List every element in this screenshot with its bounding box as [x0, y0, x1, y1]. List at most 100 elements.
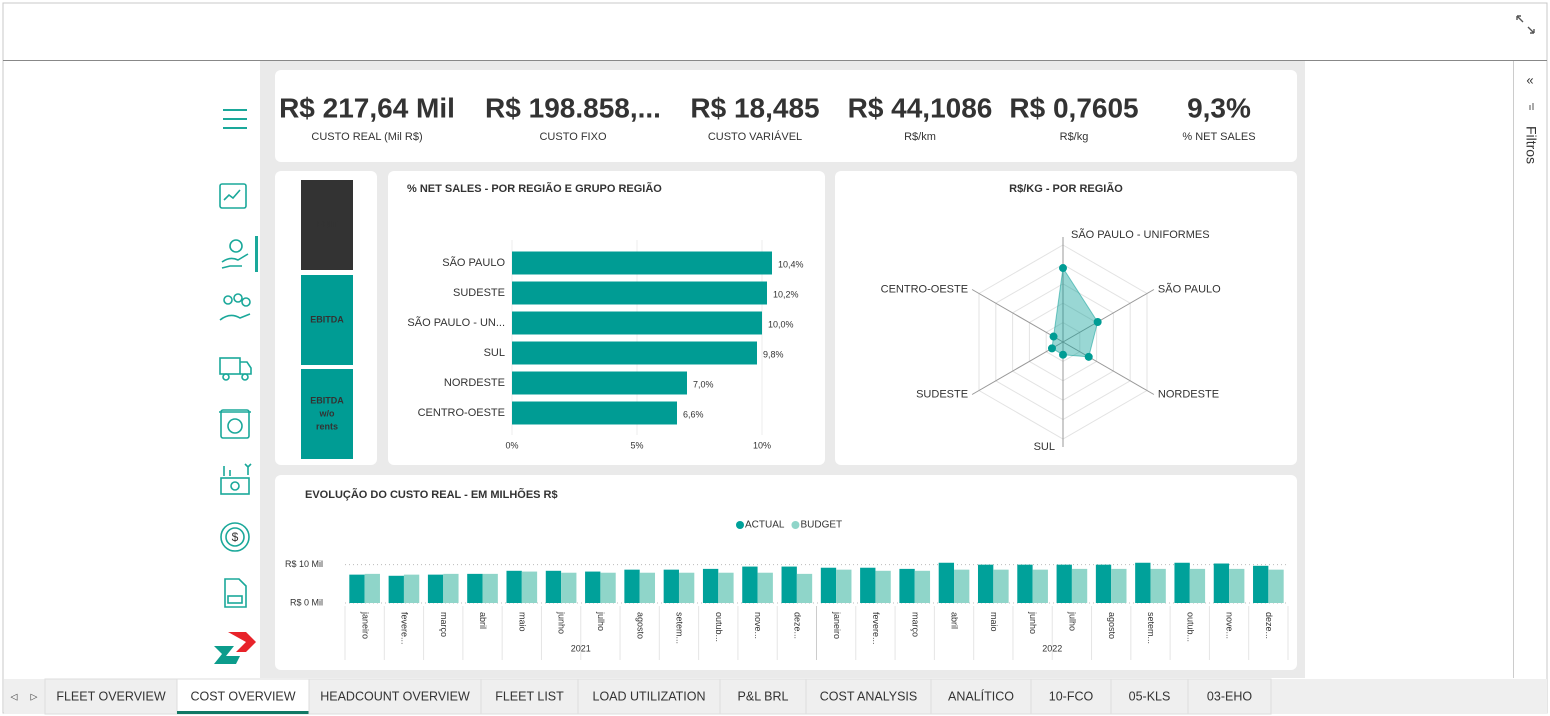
bar [820, 567, 837, 603]
button-label: w/o [319, 408, 336, 418]
tab-label[interactable]: FLEET LIST [495, 689, 564, 703]
chart-title: EVOLUÇÃO DO CUSTO REAL - EM MILHÕES R$ [305, 488, 558, 501]
x-tick-label: nove... [1225, 612, 1235, 639]
tab[interactable] [176, 678, 310, 715]
kpi-label: R$/km [904, 131, 936, 143]
bar [512, 281, 767, 305]
tab-label[interactable]: LOAD UTILIZATION [593, 689, 706, 703]
bar [1095, 564, 1112, 603]
x-tick-label: janeiro [832, 611, 842, 639]
tab-label[interactable]: FLEET OVERVIEW [56, 689, 165, 703]
filter-pane-title[interactable]: Filtros [1523, 126, 1539, 164]
tab-scroll-left[interactable]: ◁ [11, 691, 18, 701]
tab-label[interactable]: COST OVERVIEW [190, 689, 295, 703]
tab-label[interactable]: P&L BRL [738, 689, 789, 703]
page-button[interactable] [301, 180, 353, 270]
page-button[interactable] [301, 369, 353, 459]
x-tick-label: deze... [1264, 612, 1274, 639]
tab[interactable] [805, 678, 932, 715]
data-label: 9,8% [763, 349, 784, 359]
radar-label: SUL [1034, 441, 1055, 453]
active-nav-indicator [255, 236, 258, 272]
tab[interactable] [480, 678, 579, 715]
tab-scroll-right[interactable]: ▷ [31, 691, 38, 701]
tab-label[interactable]: 03-EHO [1207, 689, 1252, 703]
nav-icon[interactable]: $ [220, 522, 250, 552]
legend-marker [791, 521, 800, 529]
svg-text:$: $ [232, 530, 239, 544]
x-tick-label: maio [517, 612, 527, 632]
page-button[interactable] [301, 275, 353, 365]
x-tick-label: setem... [1146, 612, 1156, 644]
bar [860, 567, 876, 603]
chart-title: R$/KG - POR REGIÃO [1009, 182, 1123, 195]
x-tick-label: nove... [753, 612, 763, 639]
logo [214, 632, 256, 664]
radar-axis [1062, 341, 1155, 395]
y-tick-label: SUDESTE [453, 287, 505, 299]
nav-icon[interactable] [219, 293, 251, 321]
collapse-icon[interactable]: « [1526, 72, 1533, 87]
bar [467, 573, 483, 603]
tab[interactable] [1030, 678, 1112, 715]
menu-icon[interactable] [223, 109, 247, 129]
kpi-label: CUSTO VARIÁVEL [708, 130, 802, 143]
bar [1017, 564, 1033, 603]
nav-icon[interactable] [221, 239, 249, 269]
button-label: EBITDA [310, 395, 344, 405]
y-tick-label: NORDESTE [444, 377, 505, 389]
data-label: 10,4% [778, 259, 804, 269]
tab[interactable] [44, 678, 178, 715]
bar [585, 571, 601, 603]
bar [521, 571, 538, 603]
bar [349, 574, 365, 603]
bar [512, 251, 772, 275]
tab-label[interactable]: HEADCOUNT OVERVIEW [320, 689, 470, 703]
bar [427, 574, 444, 603]
data-label: 7,0% [693, 379, 714, 389]
bar [702, 568, 719, 603]
button-label: EBIT [317, 219, 338, 229]
x-tick-label: fevere... [400, 612, 410, 645]
x-tick-label: janeiro [360, 611, 370, 639]
y-tick-label: R$ 0 Mil [290, 597, 323, 607]
filter-icon [1529, 103, 1534, 110]
data-label: 10,2% [773, 289, 799, 299]
tab-label[interactable]: 10-FCO [1049, 689, 1094, 703]
nav-icon[interactable] [219, 409, 251, 439]
button-label: rents [316, 421, 338, 431]
tab-label[interactable]: COST ANALYSIS [820, 689, 918, 703]
y-tick-label: SÃO PAULO - UN... [407, 316, 505, 329]
bar [1268, 569, 1284, 603]
tab-label[interactable]: ANALÍTICO [948, 688, 1014, 703]
bar [1071, 568, 1088, 603]
tab-label[interactable]: 05-KLS [1129, 689, 1171, 703]
bar [443, 573, 459, 603]
kpi-value: R$ 18,485 [690, 92, 819, 123]
nav-icon[interactable] [224, 578, 247, 608]
tab[interactable] [719, 678, 807, 715]
radar-label: CENTRO-OESTE [881, 283, 968, 295]
tab[interactable] [577, 678, 721, 715]
kpi-label: CUSTO REAL (Mil R$) [311, 131, 422, 143]
kpi-card [275, 70, 1297, 162]
x-tick-label: março [439, 612, 449, 637]
bar [796, 573, 813, 603]
kpi-label: R$/kg [1060, 131, 1089, 143]
nav-icon[interactable] [220, 463, 252, 495]
data-label: 10,0% [768, 319, 794, 329]
radar-label: SUDESTE [916, 388, 968, 400]
expand-icon[interactable] [1516, 15, 1535, 34]
nav-icon[interactable] [219, 357, 252, 381]
bar [899, 568, 915, 603]
x-tick-label: maio [989, 612, 999, 632]
x-tick-label: setem... [675, 612, 685, 644]
tab[interactable] [308, 678, 482, 715]
bar [561, 572, 577, 603]
tab[interactable] [1110, 678, 1189, 715]
tab[interactable] [1187, 678, 1272, 715]
bar [512, 401, 677, 425]
chart-title: % NET SALES - POR REGIÃO E GRUPO REGIÃO [407, 182, 662, 195]
bar [678, 572, 695, 603]
nav-icon[interactable] [219, 183, 247, 209]
